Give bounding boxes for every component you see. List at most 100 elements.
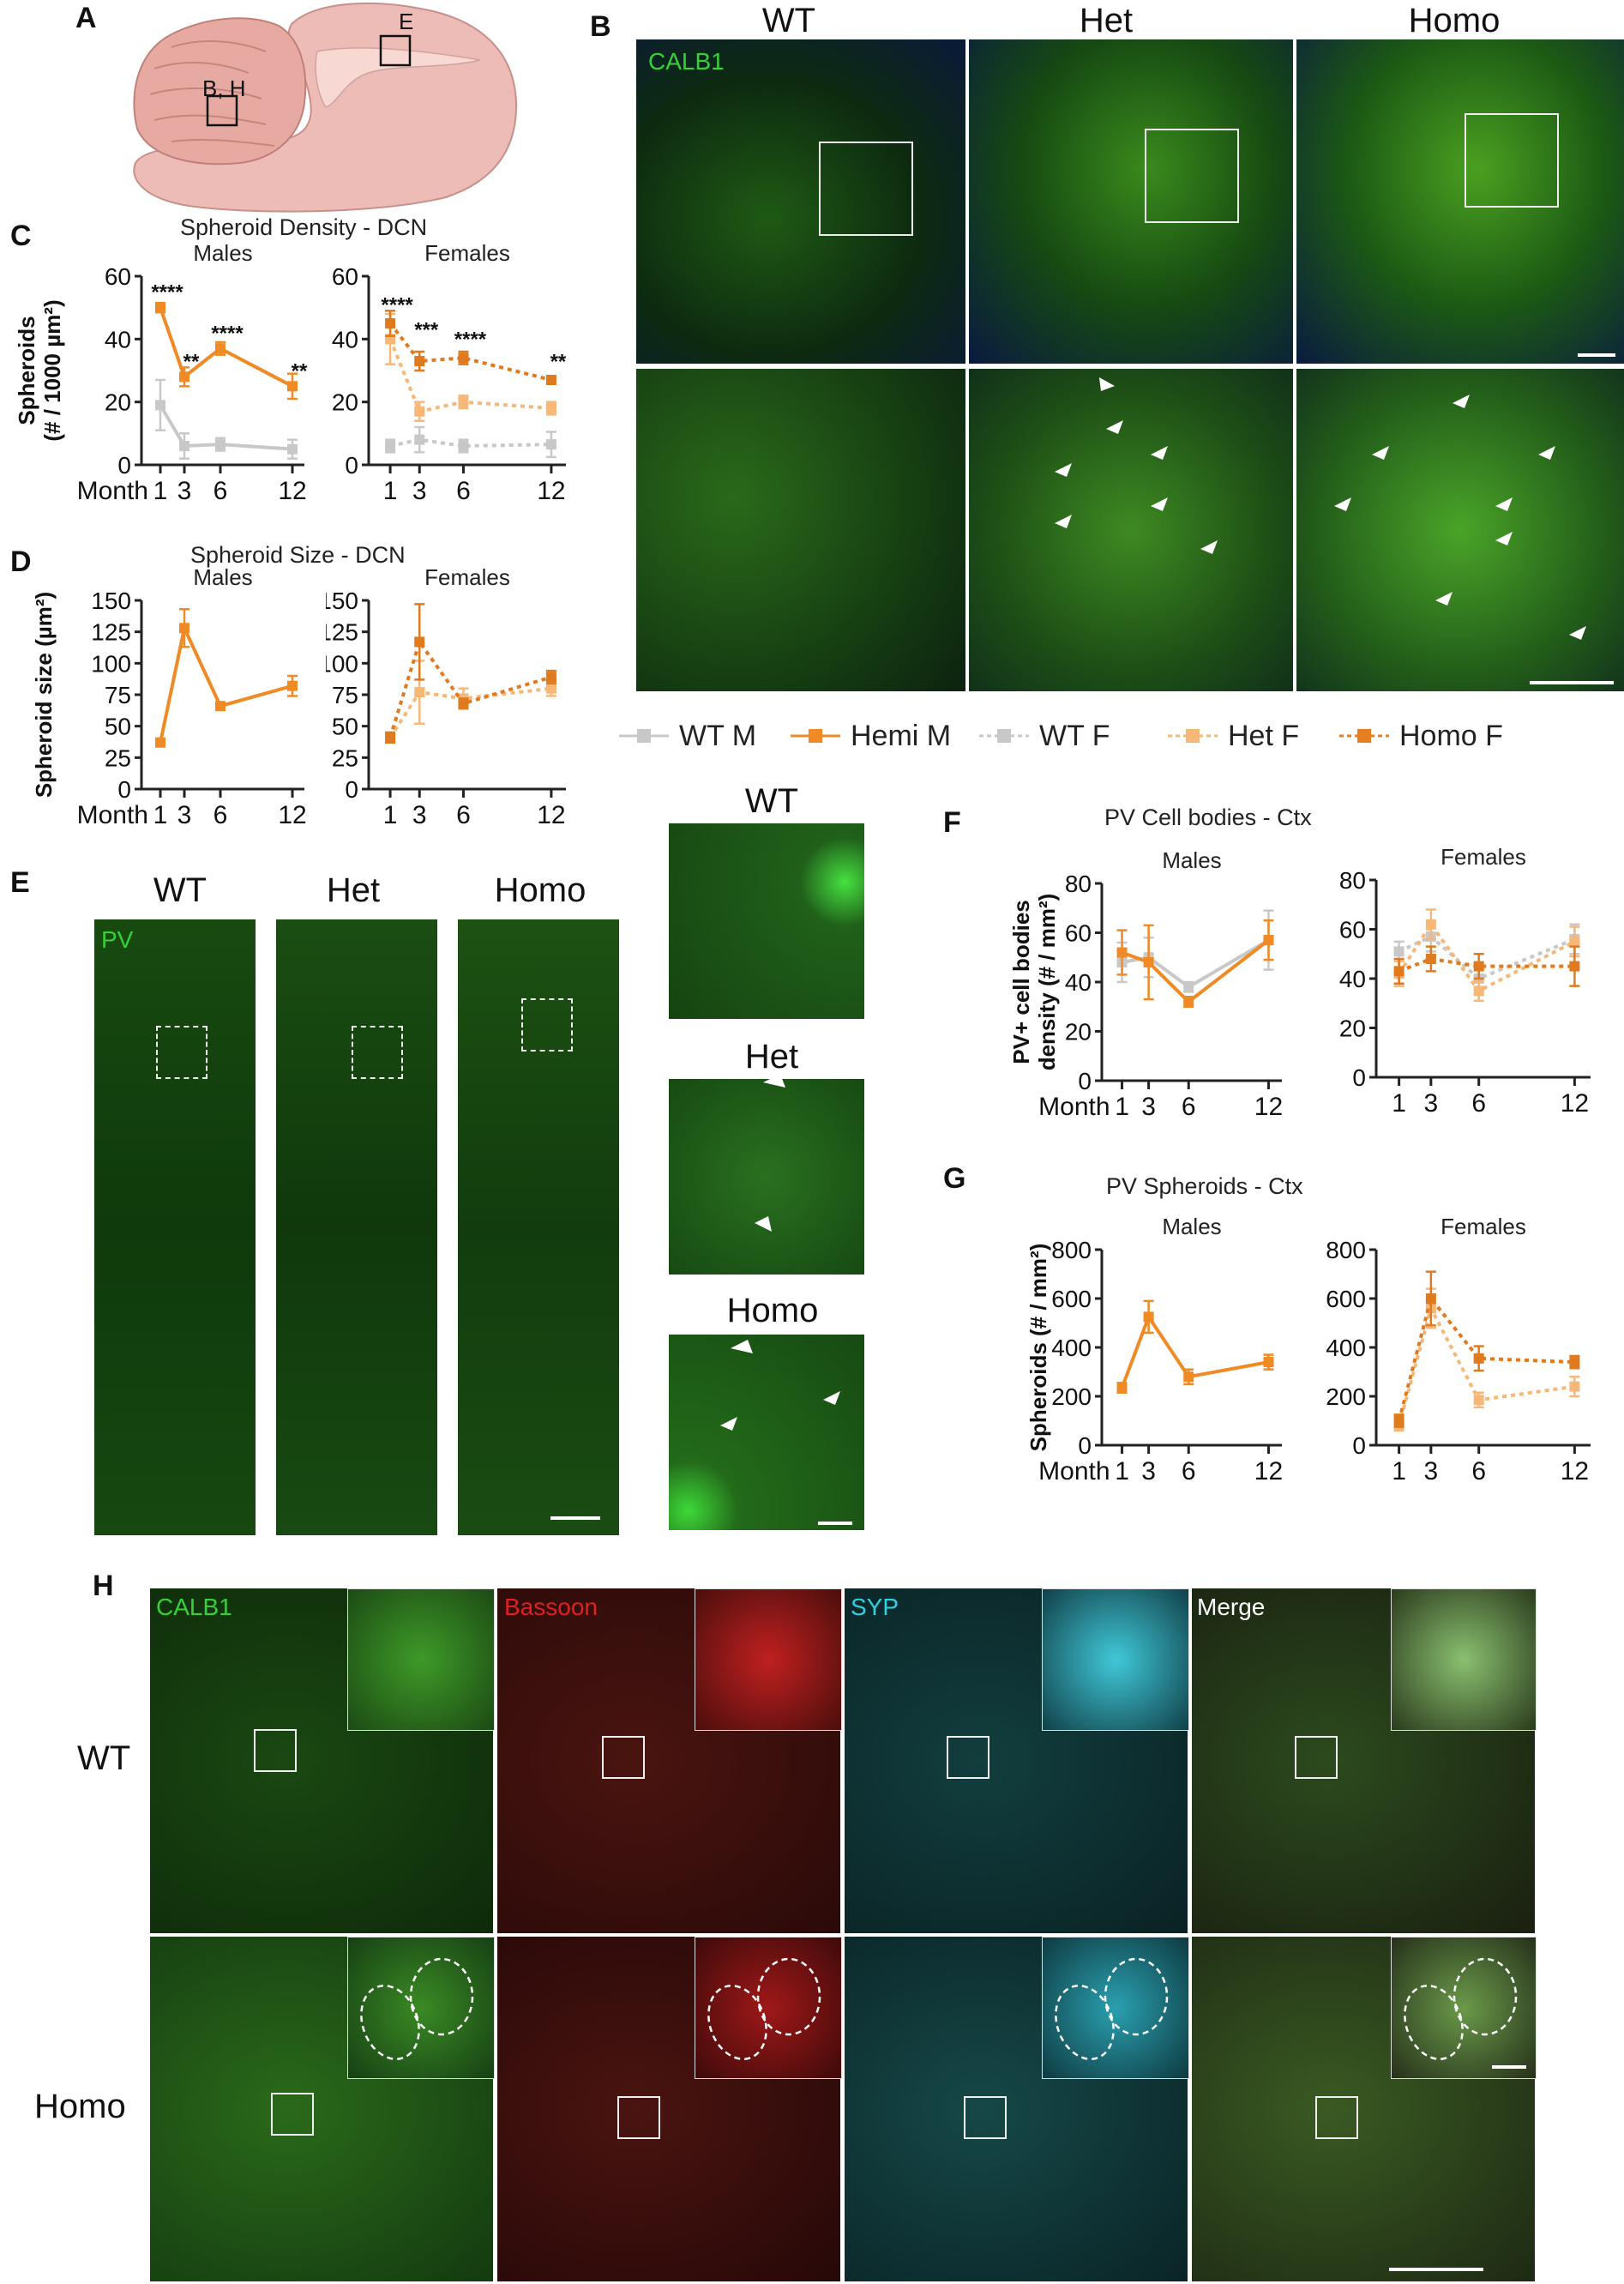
chart-subtitle: Females xyxy=(424,240,510,266)
y-tick-label: 25 xyxy=(332,744,358,771)
h-wt-calb1-roi xyxy=(254,1729,297,1772)
e-col-wt: WT xyxy=(153,871,208,909)
y-tick-label: 100 xyxy=(91,650,131,677)
data-point xyxy=(1569,1357,1580,1368)
legend-swatch xyxy=(791,729,840,743)
legend-item: WT M xyxy=(617,719,756,753)
data-point xyxy=(1183,997,1194,1007)
data-point xyxy=(545,375,556,385)
arrowhead-icon xyxy=(1334,497,1351,511)
h-homo-merge-inset xyxy=(1391,1937,1537,2079)
y-tick-label: 200 xyxy=(1326,1383,1366,1410)
chart-g-males: Males 0 200 400 600 800 1 3 6 12 Month Spheroids (#… xyxy=(1026,1214,1283,1486)
b-wt-roi xyxy=(819,142,913,236)
significance-label: ** xyxy=(550,350,567,373)
y-tick-label: 60 xyxy=(1339,917,1366,943)
data-point xyxy=(545,403,556,413)
data-point xyxy=(1569,936,1580,947)
y-tick-label: 40 xyxy=(332,326,358,353)
data-point xyxy=(1143,957,1154,967)
data-point xyxy=(414,406,425,417)
y-tick-label: 40 xyxy=(1065,969,1092,996)
arrowhead-icon xyxy=(731,1340,753,1353)
arrowhead-icon xyxy=(1569,626,1586,640)
e-het-image xyxy=(276,919,437,1535)
e-zoom-het xyxy=(669,1079,864,1275)
y-tick-label: 80 xyxy=(1339,867,1366,894)
y-tick-label: 80 xyxy=(1065,871,1092,897)
legend-label: Hemi M xyxy=(851,719,952,752)
x-tick-label: 3 xyxy=(412,801,427,829)
y-tick-label: 60 xyxy=(332,263,358,290)
data-point xyxy=(1425,954,1436,964)
legend-swatch xyxy=(979,729,1029,743)
h-wt-syp-roi xyxy=(947,1736,989,1779)
legend-item: WT F xyxy=(977,719,1110,753)
series-line xyxy=(1120,1313,1269,1389)
series-line xyxy=(1398,956,1575,973)
e-channel-label: PV xyxy=(101,926,134,953)
legend-label: WT M xyxy=(679,719,757,752)
data-point xyxy=(287,381,298,392)
e-zoom-arrowheads xyxy=(720,1074,852,1525)
chart-subtitle: Males xyxy=(193,240,252,266)
b-col-homo: Homo xyxy=(1408,2,1501,39)
x-tick-label: 3 xyxy=(1141,1457,1156,1486)
x-tick-label: 3 xyxy=(1424,1089,1439,1118)
x-tick-label: 3 xyxy=(412,477,427,505)
series-line xyxy=(159,307,293,389)
y-axis-label: Spheroid size (µm²) xyxy=(31,592,57,798)
data-point xyxy=(414,636,425,648)
x-tick-label: 12 xyxy=(1561,1457,1589,1486)
x-tick-label: 1 xyxy=(1115,1457,1129,1486)
h-wt-bassoon-inset xyxy=(695,1588,842,1731)
data-point xyxy=(1473,961,1484,972)
y-tick-label: 50 xyxy=(105,714,131,740)
panel-label-c: C xyxy=(10,220,32,252)
b-col-wt: WT xyxy=(761,2,816,39)
chart-subtitle: Males xyxy=(1162,1214,1221,1239)
data-point xyxy=(179,371,189,383)
h-label-syp: SYP xyxy=(851,1594,899,1620)
chart-subtitle: Males xyxy=(193,566,252,590)
chart-f-females: Females 0 20 40 60 80 1 3 6 12 xyxy=(1339,844,1591,1118)
chart-subtitle: Females xyxy=(1441,844,1526,870)
series-line xyxy=(388,637,552,738)
data-point xyxy=(1393,1415,1404,1426)
series-het-f xyxy=(1393,1287,1580,1432)
data-point xyxy=(1425,1293,1436,1304)
chart-d-females: Females 0 25 50 75 100 125 150 13 6 12 xyxy=(326,566,566,829)
significance-label: **** xyxy=(454,328,487,352)
significance-label: **** xyxy=(151,281,183,304)
significance-label: ** xyxy=(183,350,200,373)
significance-label: ** xyxy=(292,359,308,383)
y-tick-label: 75 xyxy=(105,682,131,708)
significance-label: **** xyxy=(211,322,244,345)
h-homo-calb1-roi xyxy=(271,2093,314,2136)
arrowhead-icon xyxy=(823,1391,840,1405)
series-line xyxy=(1397,1294,1575,1422)
h-wt-merge-roi xyxy=(1295,1736,1338,1779)
roi-box-e xyxy=(379,34,412,67)
x-tick-label: 1 xyxy=(153,477,168,505)
e-col-homo: Homo xyxy=(494,871,586,909)
series-line xyxy=(1122,938,1270,990)
series-hemi-m xyxy=(155,301,298,401)
h-dashed-outlines xyxy=(360,1957,1526,2069)
y-tick-label: 125 xyxy=(326,619,358,646)
x-tick-label: 3 xyxy=(1424,1457,1439,1486)
data-point xyxy=(1263,935,1274,946)
c-title: Spheroid Density - DCN xyxy=(180,214,428,240)
y-tick-label: 50 xyxy=(332,714,358,740)
x-tick-label: 6 xyxy=(1182,1457,1196,1486)
e-homo-roi xyxy=(521,998,573,1052)
data-point xyxy=(155,400,165,411)
series-line xyxy=(1121,938,1270,1004)
x-tick-label: 12 xyxy=(537,477,565,505)
data-point xyxy=(1569,961,1580,972)
h-row-homo: Homo xyxy=(34,2088,126,2125)
series-line xyxy=(1397,921,1576,993)
g-title: PV Spheroids - Ctx xyxy=(1106,1173,1303,1199)
arrowhead-icon xyxy=(1495,532,1513,545)
